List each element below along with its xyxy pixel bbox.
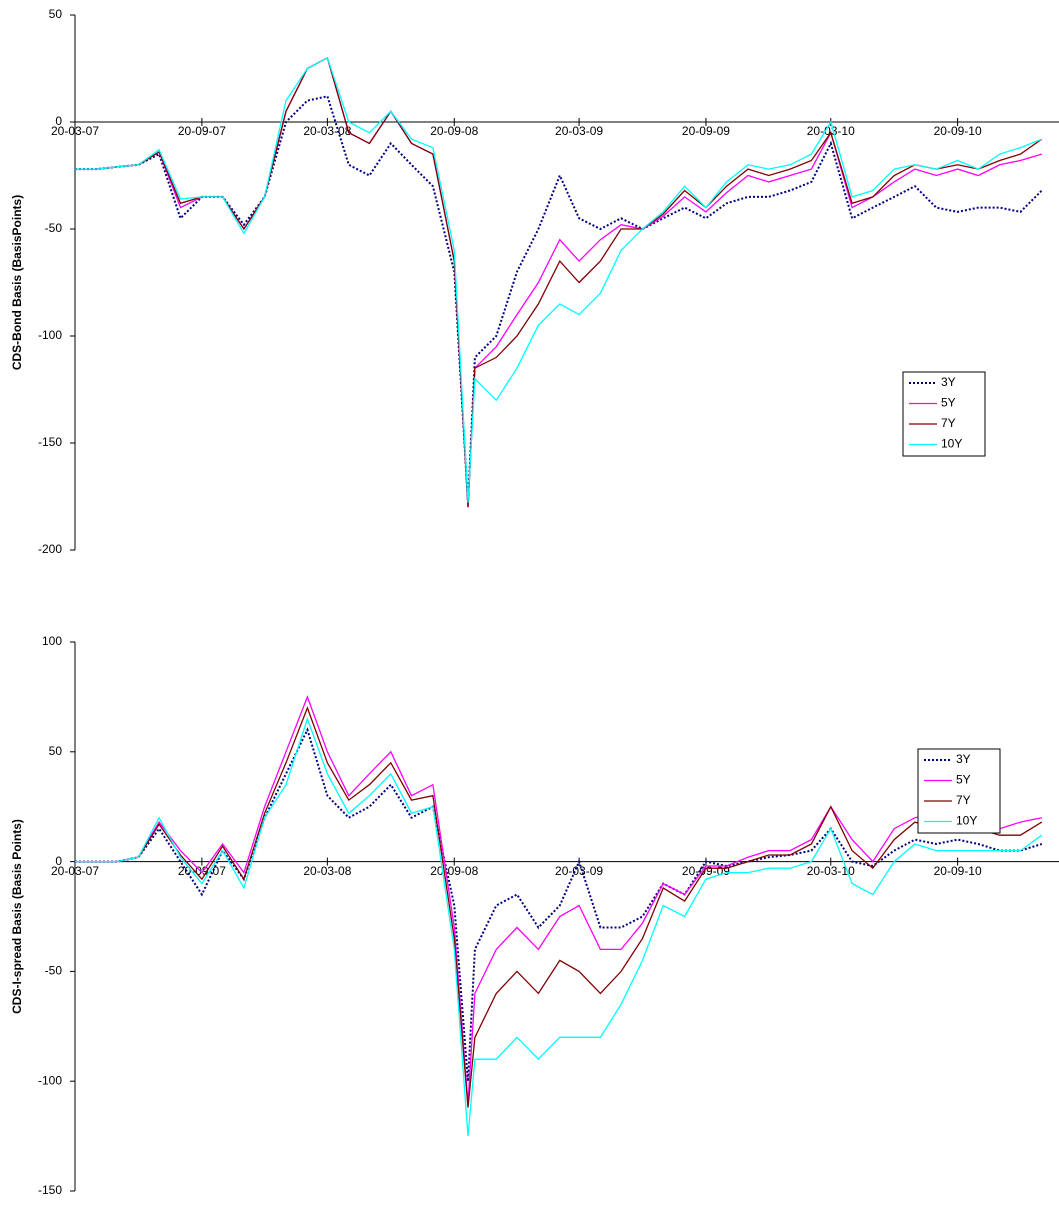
- x-tick-label: 20-03-08: [303, 864, 351, 878]
- chart: -150 -100 -50 0 50 100 20-03-07 20-09-07 20-03-0…: [10, 634, 1059, 1197]
- series-line: [75, 727, 1043, 1082]
- x-tick-label: 20-09-07: [178, 864, 226, 878]
- y-tick-label: -50: [45, 964, 63, 978]
- legend-box: [917, 748, 1001, 834]
- series-line: [75, 695, 1042, 1104]
- y-axis-label: CDS-Bond Basis (BasisPoints): [10, 195, 24, 370]
- y-tick-label: -150: [38, 435, 62, 449]
- y-tick-label: 50: [49, 7, 63, 21]
- x-tick-label: 20-09-08: [430, 864, 478, 878]
- series-line: [75, 56, 1043, 503]
- legend-label: 3Y: [941, 375, 956, 389]
- x-tick-label: 20-09-10: [934, 864, 982, 878]
- legend-label: 3Y: [956, 752, 971, 766]
- y-tick-label: -200: [38, 542, 62, 556]
- y-tick-label: -100: [38, 328, 62, 342]
- y-tick-label: 0: [55, 854, 62, 868]
- y-tick-label: 0: [55, 114, 62, 128]
- y-tick-label: 50: [49, 744, 63, 758]
- legend-label: 10Y: [956, 814, 977, 828]
- legend-label: 10Y: [941, 437, 962, 451]
- chart: -200 -150 -100 -50 0 50 20-03-07 20-09-07 20-03-…: [10, 7, 1059, 556]
- series-line: [75, 56, 1043, 508]
- y-tick-label: 100: [42, 634, 62, 648]
- legend-label: 7Y: [941, 416, 956, 430]
- y-tick-label: -100: [38, 1073, 62, 1087]
- x-tick-label: 20-09-10: [934, 124, 982, 138]
- x-tick-label: 20-03-09: [555, 124, 603, 138]
- x-tick-label: 20-03-10: [807, 864, 855, 878]
- x-tick-label: 20-03-07: [51, 124, 99, 138]
- series-line: [75, 95, 1043, 503]
- x-tick-label: 20-09-07: [178, 124, 226, 138]
- x-tick-label: 20-09-09: [682, 124, 730, 138]
- y-tick-label: -150: [38, 1183, 62, 1197]
- x-tick-label: 20-03-07: [51, 864, 99, 878]
- x-tick-label: 20-03-08: [303, 124, 351, 138]
- legend-label: 5Y: [956, 773, 971, 787]
- x-tick-label: 20-09-08: [430, 124, 478, 138]
- x-tick-label: 20-03-09: [555, 864, 603, 878]
- legend-box: [902, 371, 986, 457]
- series-line: [75, 716, 1043, 1137]
- series-line: [75, 706, 1043, 1108]
- y-axis-label: CDS-I-spread Basis (Basis Points): [10, 819, 24, 1014]
- x-tick-label: 20-09-09: [682, 864, 730, 878]
- y-tick-label: -50: [45, 221, 63, 235]
- legend-label: 7Y: [956, 793, 971, 807]
- legend-label: 5Y: [941, 396, 956, 410]
